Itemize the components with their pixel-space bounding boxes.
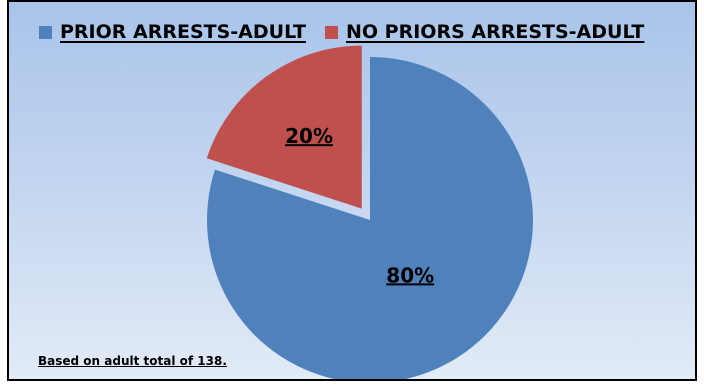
legend-swatch-prior-arrests: [39, 25, 52, 39]
chart-area: PRIOR ARRESTS-ADULT NO PRIORS ARRESTS-AD…: [7, 0, 697, 381]
pie-chart: 80% 20%: [206, 45, 533, 379]
legend-swatch-no-priors: [325, 25, 339, 39]
pie-slice-no-priors: [206, 45, 362, 209]
data-label-no-priors: 20%: [285, 124, 333, 148]
data-label-prior-arrests: 80%: [386, 263, 434, 287]
legend-item-no-priors: NO PRIORS ARRESTS-ADULT: [325, 21, 644, 43]
pie-slice-prior-arrests: [207, 57, 533, 379]
legend-label-no-priors: NO PRIORS ARRESTS-ADULT: [346, 21, 645, 43]
legend-item-prior-arrests: PRIOR ARRESTS-ADULT: [39, 21, 306, 43]
legend-label-prior-arrests: PRIOR ARRESTS-ADULT: [60, 21, 307, 43]
legend: PRIOR ARRESTS-ADULT NO PRIORS ARRESTS-AD…: [39, 21, 663, 43]
chart-footnote: Based on adult total of 138.: [38, 354, 227, 368]
